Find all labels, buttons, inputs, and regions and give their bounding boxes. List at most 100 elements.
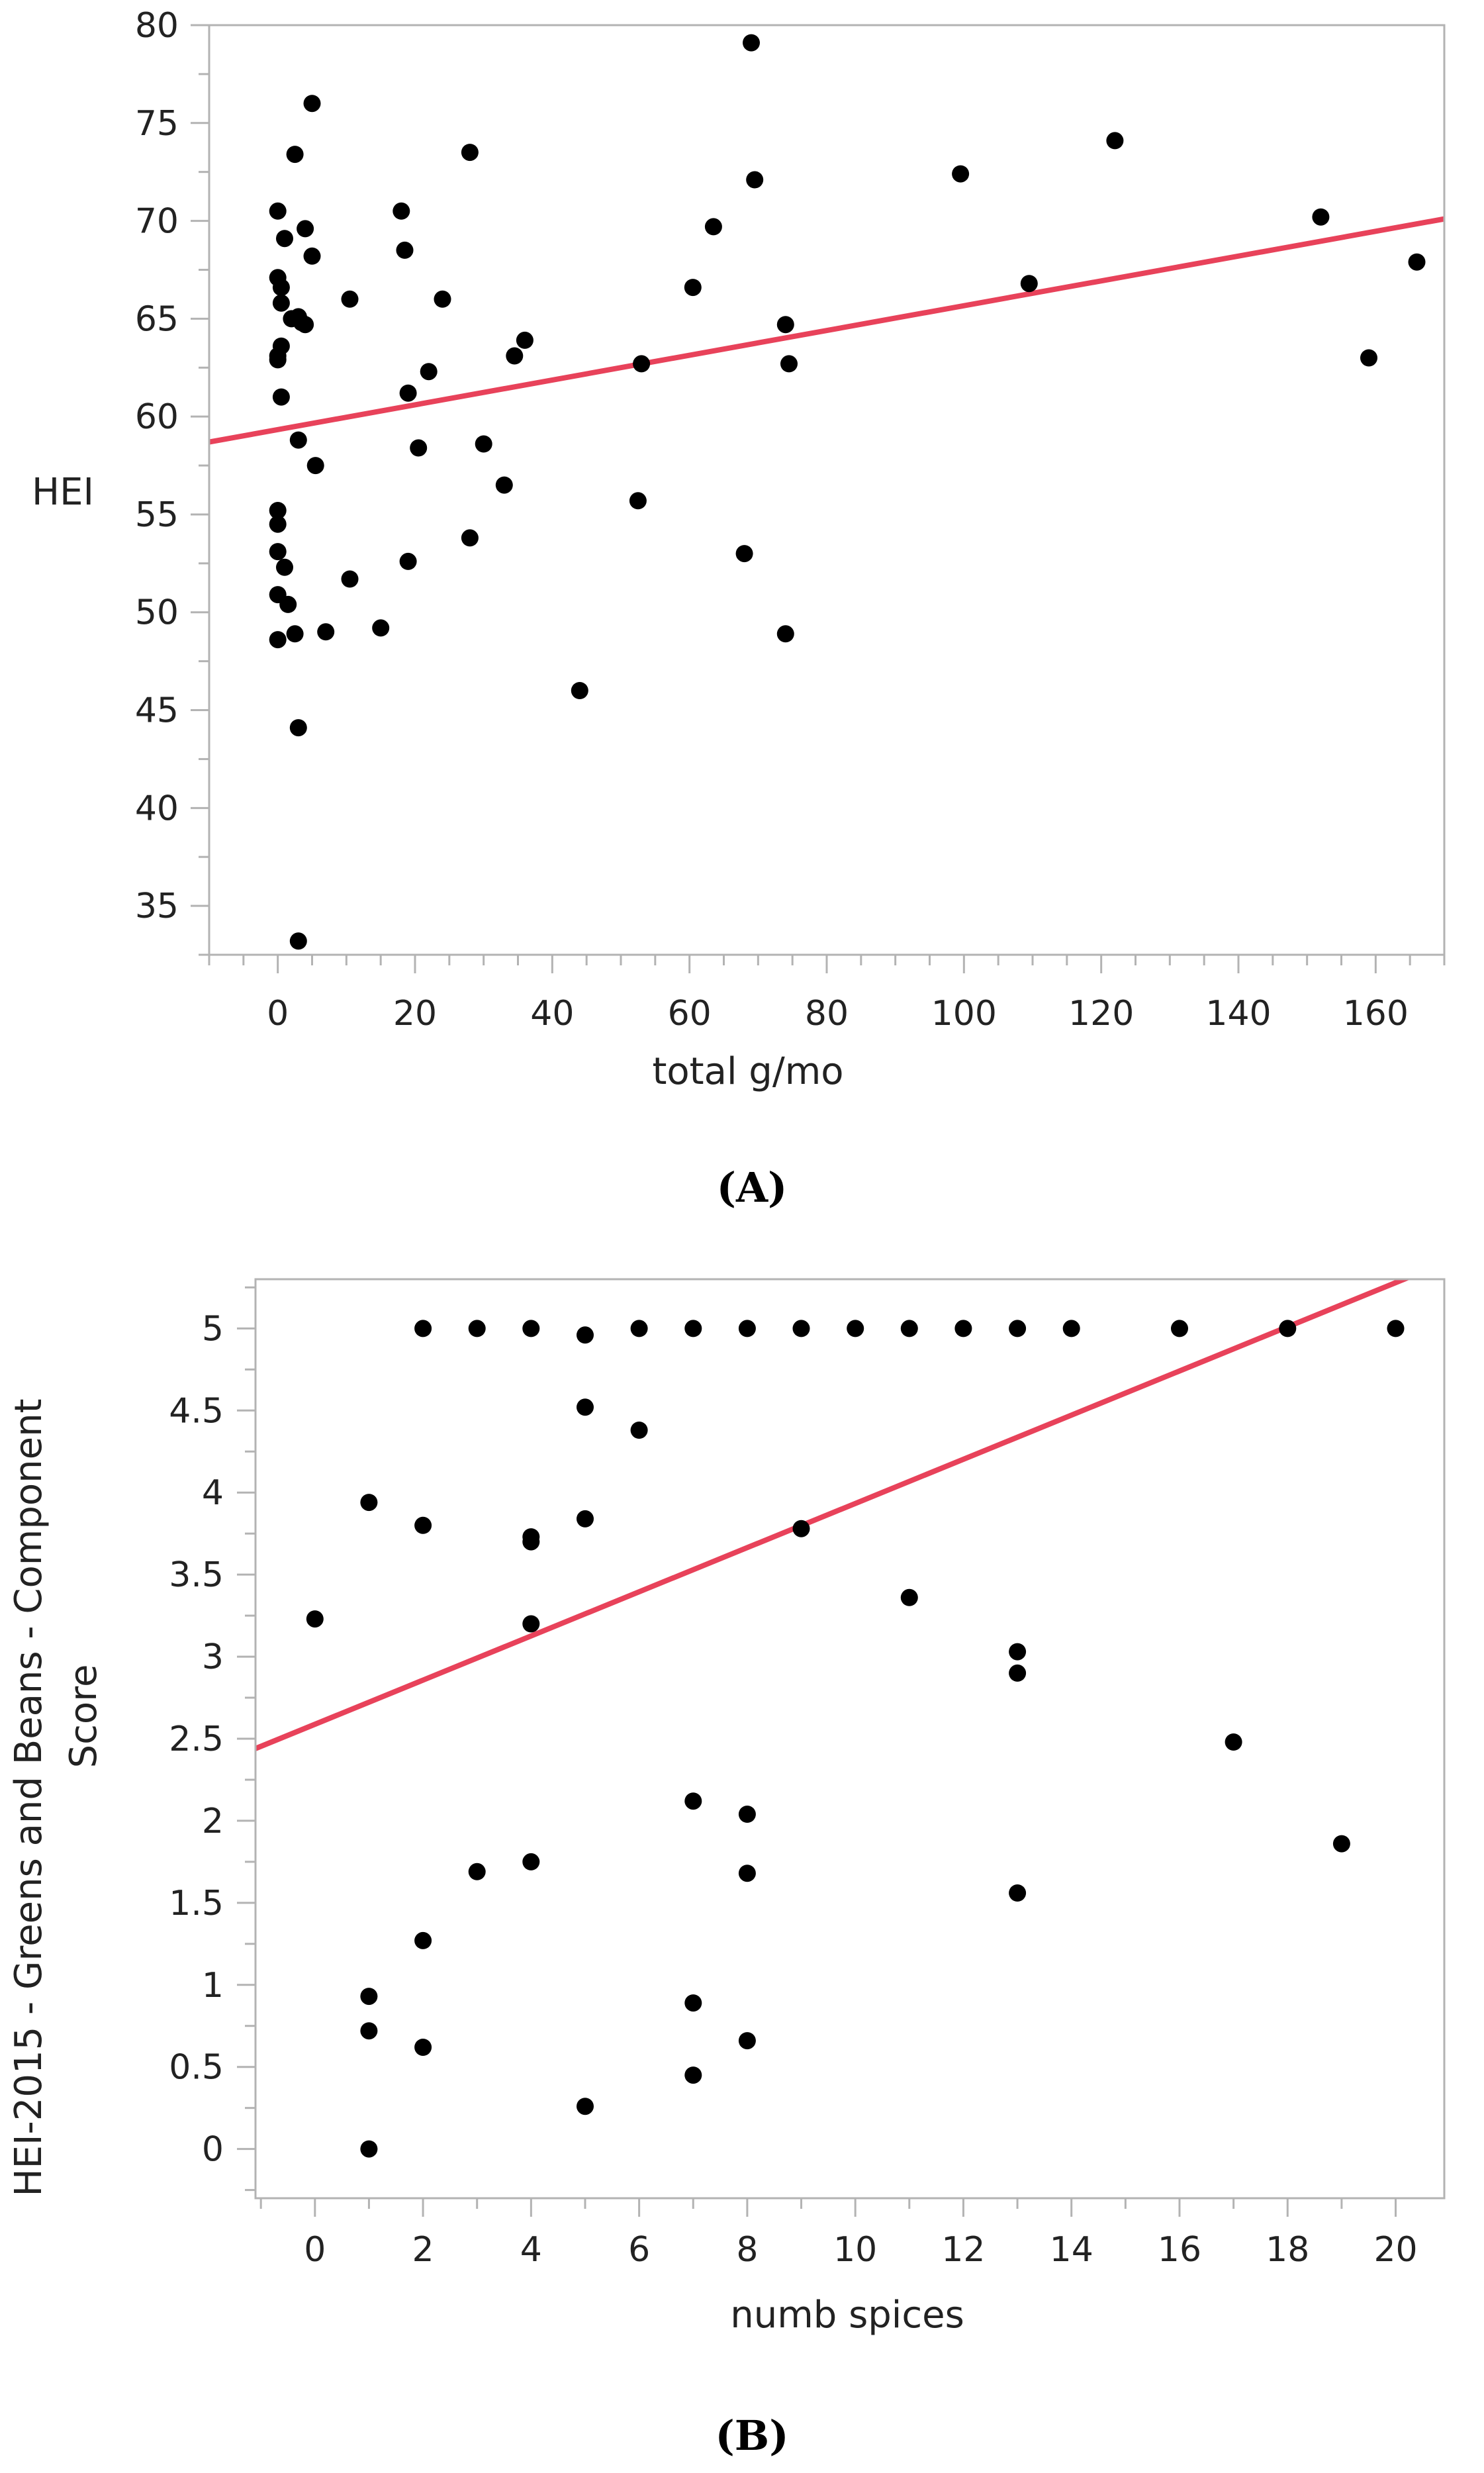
panel-a-x-tick-label: 160 (1343, 994, 1409, 1034)
panel-a-data-point (372, 619, 390, 637)
panel-b-data-point (468, 1863, 486, 1880)
panel-a-data-point (461, 529, 479, 547)
panel-a-data-point (269, 515, 287, 533)
panel-a-data-point (629, 492, 647, 510)
panel-a-data-point (1360, 349, 1377, 367)
panel-b-data-point (522, 1533, 540, 1551)
panel-b-x-tick-label: 0 (304, 2230, 326, 2270)
panel-a-data-point (341, 570, 359, 588)
panel-a-data-point (269, 502, 287, 519)
panel-a-data-point (279, 595, 297, 613)
panel-a-y-tick-label: 70 (135, 202, 179, 242)
panel-a-data-point (303, 247, 321, 265)
panel-a-data-point (776, 625, 794, 643)
panel-b-data-point (738, 2032, 756, 2050)
panel-b-y-tick-label: 1.5 (169, 1884, 224, 1923)
panel-b-data-point (954, 1320, 972, 1337)
panel-a-data-point (475, 435, 492, 453)
panel-b-data-point (847, 1320, 864, 1337)
panel-b-data-point (468, 1320, 486, 1337)
panel-b-label: (B) (715, 2411, 788, 2460)
panel-a-data-point (269, 631, 287, 649)
panel-a-data-point (1020, 275, 1038, 293)
panel-b-y-tick-label: 3.5 (169, 1555, 224, 1595)
panel-b-data-point (1062, 1320, 1080, 1337)
panel-a-data-point (506, 347, 524, 365)
panel-a-data-point (399, 552, 417, 570)
panel-b-x-tick-label: 18 (1266, 2230, 1309, 2270)
panel-a-y-axis-title: HEI (32, 471, 94, 514)
panel-b-y-tick-label: 5 (202, 1309, 224, 1349)
panel-b-data-point (414, 1931, 432, 1949)
panel-b-x-tick-label: 4 (520, 2230, 542, 2270)
panel-b-data-point (738, 1320, 756, 1337)
panel-b-data-point (1332, 1835, 1350, 1853)
panel-b-data-point (414, 1516, 432, 1534)
panel-a-y-tick-label: 80 (135, 6, 179, 46)
panel-b-plot-frame (254, 1278, 1446, 2200)
panel-b-data-point (360, 1988, 378, 2006)
panel-b-x-tick-label: 16 (1158, 2230, 1201, 2270)
panel-b-y-tick-label: 3 (202, 1637, 224, 1677)
panel-b-y-axis-title-line-1: HEI-2015 - Greens and Beans - Component (7, 1398, 50, 2196)
panel-b-data-point (1171, 1320, 1188, 1337)
panel-b-fit-line (255, 1279, 1411, 1751)
panel-a-y-tick-label: 75 (135, 104, 179, 144)
panel-a-x-tick-label: 40 (530, 994, 574, 1034)
panel-b-data-point (738, 1865, 756, 1882)
panel-a-label: (A) (717, 1163, 788, 1212)
panel-b-data-point (1009, 1664, 1027, 1682)
panel-b-data-point (630, 1320, 648, 1337)
panel-a-data-point (396, 241, 414, 259)
panel-b-data-point (1009, 1884, 1027, 1902)
panel-b-data-point (1387, 1320, 1405, 1337)
panel-a-data-point (434, 290, 451, 308)
panel-b-data-point (414, 1320, 432, 1337)
panel-b-data-point (1279, 1320, 1297, 1337)
panel-a-x-tick-label: 100 (931, 994, 997, 1034)
panel-a-y-tick-label: 45 (135, 691, 179, 731)
panel-a-x-tick-label: 140 (1205, 994, 1271, 1034)
panel-a-data-point (297, 220, 314, 238)
panel-b-y-tick-label: 2 (202, 1802, 224, 1841)
panel-a-data-point (495, 476, 513, 494)
panel-a-y-tick-label: 40 (135, 789, 179, 828)
panel-b-x-tick-label: 20 (1373, 2230, 1417, 2270)
panel-a-data-point (393, 202, 410, 220)
panel-b-x-axis-title: numb spices (730, 2294, 964, 2337)
panel-a-data-point (399, 384, 417, 402)
panel-a-x-axis-title: total g/mo (652, 1050, 843, 1093)
panel-b-data-point (792, 1320, 810, 1337)
panel-a-data-point (286, 146, 304, 164)
panel-b-data-point (306, 1610, 324, 1628)
panel-a-data-point (410, 439, 428, 457)
panel-a-y-tick-label: 60 (135, 397, 179, 437)
panel-b-data-point (684, 1994, 702, 2012)
panel-a-y-tick-label: 65 (135, 299, 179, 339)
panel-b-y-tick-label: 4.5 (169, 1391, 224, 1431)
panel-a-y-tick-label: 35 (135, 887, 179, 926)
panel-b-x-tick-label: 12 (941, 2230, 985, 2270)
panel-a-data-point (1312, 208, 1330, 226)
panel-b-data-point (577, 2098, 594, 2115)
panel-a-data-point (1408, 253, 1426, 271)
panel-a-data-point (746, 171, 764, 189)
panel-b-x-tick-label: 10 (833, 2230, 877, 2270)
panel-a-data-point (276, 558, 293, 576)
panel-b-y-tick-label: 4 (202, 1473, 224, 1513)
panel-b-data-point (577, 1510, 594, 1527)
panel-b-data-point (792, 1520, 810, 1537)
panel-a-x-tick-label: 80 (805, 994, 849, 1034)
panel-b-y-axis-title-line-2: Score (62, 1665, 105, 1769)
panel-a-data-point (735, 545, 753, 563)
panel-a-data-point (684, 279, 702, 297)
panel-b-data-point (360, 2140, 378, 2158)
panel-b-data-point (900, 1588, 918, 1606)
panel-a-data-point (297, 316, 314, 334)
panel-a-data-point (289, 431, 307, 449)
panel-a-data-point (272, 388, 290, 406)
panel-b-x-tick-label: 2 (412, 2230, 434, 2270)
panel-b-data-point (577, 1326, 594, 1344)
panel-b-data-point (738, 1806, 756, 1823)
